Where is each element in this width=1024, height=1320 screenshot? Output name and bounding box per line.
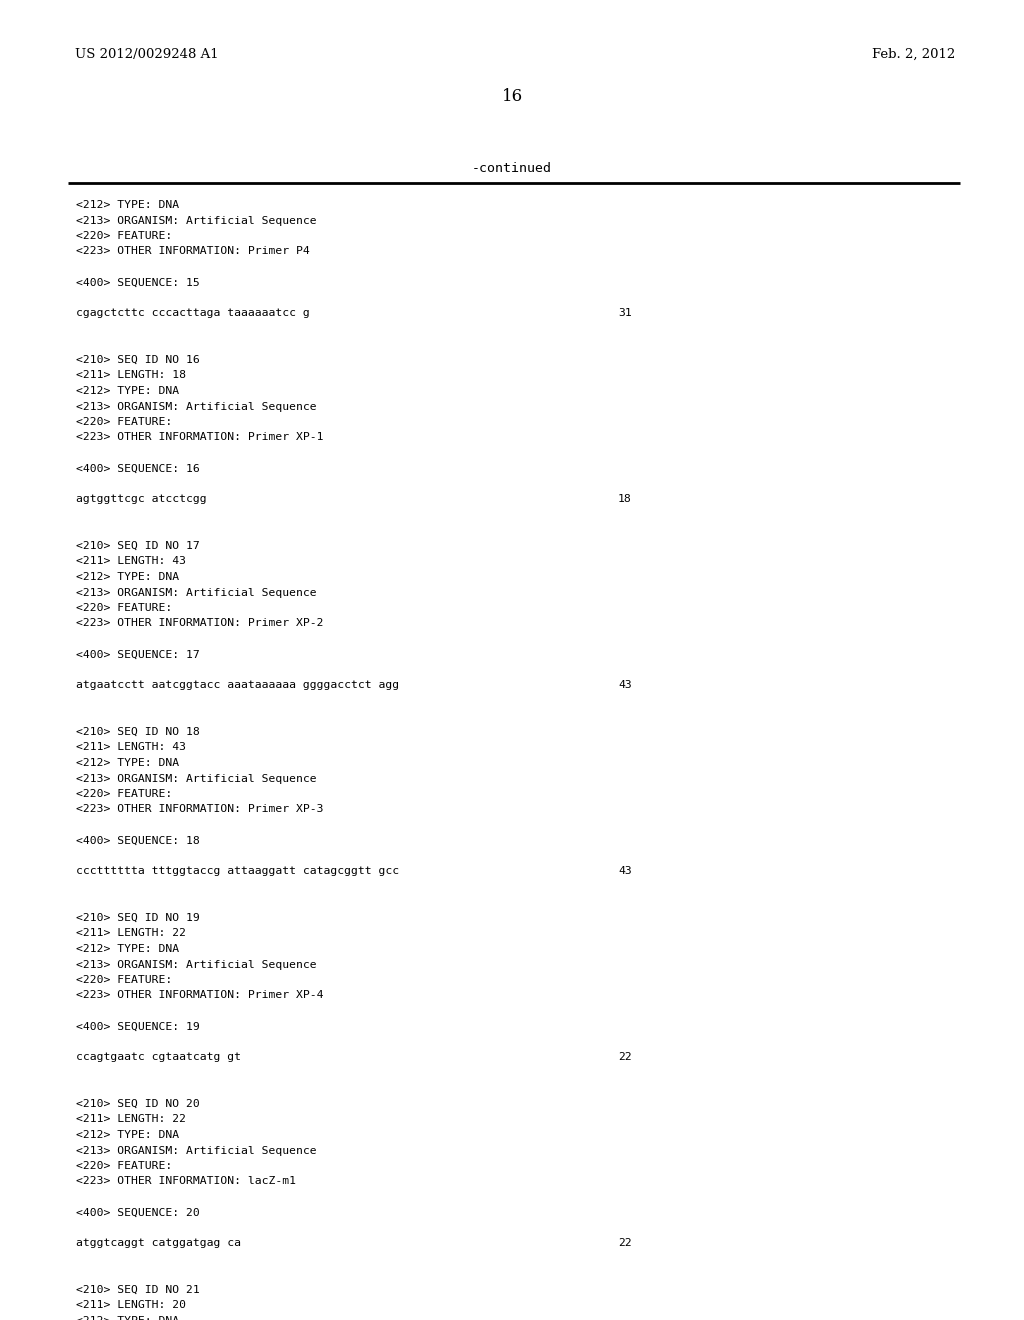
Text: <211> LENGTH: 20: <211> LENGTH: 20 [76, 1300, 186, 1311]
Text: Feb. 2, 2012: Feb. 2, 2012 [871, 48, 955, 61]
Text: <213> ORGANISM: Artificial Sequence: <213> ORGANISM: Artificial Sequence [76, 215, 316, 226]
Text: <400> SEQUENCE: 15: <400> SEQUENCE: 15 [76, 277, 200, 288]
Text: <223> OTHER INFORMATION: lacZ-m1: <223> OTHER INFORMATION: lacZ-m1 [76, 1176, 296, 1187]
Text: atgaatcctt aatcggtacc aaataaaaaa ggggacctct agg: atgaatcctt aatcggtacc aaataaaaaa ggggacc… [76, 681, 399, 690]
Text: <220> FEATURE:: <220> FEATURE: [76, 231, 172, 242]
Text: agtggttcgc atcctcgg: agtggttcgc atcctcgg [76, 495, 207, 504]
Text: cgagctcttc cccacttaga taaaaaatcc g: cgagctcttc cccacttaga taaaaaatcc g [76, 309, 309, 318]
Text: <210> SEQ ID NO 19: <210> SEQ ID NO 19 [76, 913, 200, 923]
Text: 16: 16 [502, 88, 522, 106]
Text: <213> ORGANISM: Artificial Sequence: <213> ORGANISM: Artificial Sequence [76, 401, 316, 412]
Text: <220> FEATURE:: <220> FEATURE: [76, 1162, 172, 1171]
Text: <211> LENGTH: 43: <211> LENGTH: 43 [76, 742, 186, 752]
Text: 31: 31 [618, 309, 632, 318]
Text: <212> TYPE: DNA: <212> TYPE: DNA [76, 385, 179, 396]
Text: <400> SEQUENCE: 17: <400> SEQUENCE: 17 [76, 649, 200, 660]
Text: ccagtgaatc cgtaatcatg gt: ccagtgaatc cgtaatcatg gt [76, 1052, 241, 1063]
Text: <400> SEQUENCE: 20: <400> SEQUENCE: 20 [76, 1208, 200, 1217]
Text: <212> TYPE: DNA: <212> TYPE: DNA [76, 572, 179, 582]
Text: <223> OTHER INFORMATION: Primer XP-3: <223> OTHER INFORMATION: Primer XP-3 [76, 804, 324, 814]
Text: 18: 18 [618, 495, 632, 504]
Text: 22: 22 [618, 1052, 632, 1063]
Text: <220> FEATURE:: <220> FEATURE: [76, 975, 172, 985]
Text: <210> SEQ ID NO 21: <210> SEQ ID NO 21 [76, 1284, 200, 1295]
Text: -continued: -continued [472, 162, 552, 176]
Text: <212> TYPE: DNA: <212> TYPE: DNA [76, 1130, 179, 1140]
Text: <223> OTHER INFORMATION: Primer XP-2: <223> OTHER INFORMATION: Primer XP-2 [76, 619, 324, 628]
Text: <220> FEATURE:: <220> FEATURE: [76, 789, 172, 799]
Text: <212> TYPE: DNA: <212> TYPE: DNA [76, 201, 179, 210]
Text: <213> ORGANISM: Artificial Sequence: <213> ORGANISM: Artificial Sequence [76, 960, 316, 969]
Text: <211> LENGTH: 22: <211> LENGTH: 22 [76, 1114, 186, 1125]
Text: 43: 43 [618, 681, 632, 690]
Text: <223> OTHER INFORMATION: Primer XP-4: <223> OTHER INFORMATION: Primer XP-4 [76, 990, 324, 1001]
Text: <211> LENGTH: 43: <211> LENGTH: 43 [76, 557, 186, 566]
Text: <212> TYPE: DNA: <212> TYPE: DNA [76, 758, 179, 768]
Text: <223> OTHER INFORMATION: Primer P4: <223> OTHER INFORMATION: Primer P4 [76, 247, 309, 256]
Text: <211> LENGTH: 18: <211> LENGTH: 18 [76, 371, 186, 380]
Text: <210> SEQ ID NO 17: <210> SEQ ID NO 17 [76, 541, 200, 550]
Text: <213> ORGANISM: Artificial Sequence: <213> ORGANISM: Artificial Sequence [76, 774, 316, 784]
Text: <210> SEQ ID NO 16: <210> SEQ ID NO 16 [76, 355, 200, 366]
Text: <212> TYPE: DNA: <212> TYPE: DNA [76, 1316, 179, 1320]
Text: <220> FEATURE:: <220> FEATURE: [76, 417, 172, 426]
Text: atggtcaggt catggatgag ca: atggtcaggt catggatgag ca [76, 1238, 241, 1249]
Text: <400> SEQUENCE: 19: <400> SEQUENCE: 19 [76, 1022, 200, 1031]
Text: <210> SEQ ID NO 18: <210> SEQ ID NO 18 [76, 727, 200, 737]
Text: ccctttttta tttggtaccg attaaggatt catagcggtt gcc: ccctttttta tttggtaccg attaaggatt catagcg… [76, 866, 399, 876]
Text: <400> SEQUENCE: 18: <400> SEQUENCE: 18 [76, 836, 200, 846]
Text: <210> SEQ ID NO 20: <210> SEQ ID NO 20 [76, 1100, 200, 1109]
Text: <213> ORGANISM: Artificial Sequence: <213> ORGANISM: Artificial Sequence [76, 587, 316, 598]
Text: <400> SEQUENCE: 16: <400> SEQUENCE: 16 [76, 463, 200, 474]
Text: US 2012/0029248 A1: US 2012/0029248 A1 [75, 48, 219, 61]
Text: 22: 22 [618, 1238, 632, 1249]
Text: 43: 43 [618, 866, 632, 876]
Text: <211> LENGTH: 22: <211> LENGTH: 22 [76, 928, 186, 939]
Text: <212> TYPE: DNA: <212> TYPE: DNA [76, 944, 179, 954]
Text: <220> FEATURE:: <220> FEATURE: [76, 603, 172, 612]
Text: <223> OTHER INFORMATION: Primer XP-1: <223> OTHER INFORMATION: Primer XP-1 [76, 433, 324, 442]
Text: <213> ORGANISM: Artificial Sequence: <213> ORGANISM: Artificial Sequence [76, 1146, 316, 1155]
